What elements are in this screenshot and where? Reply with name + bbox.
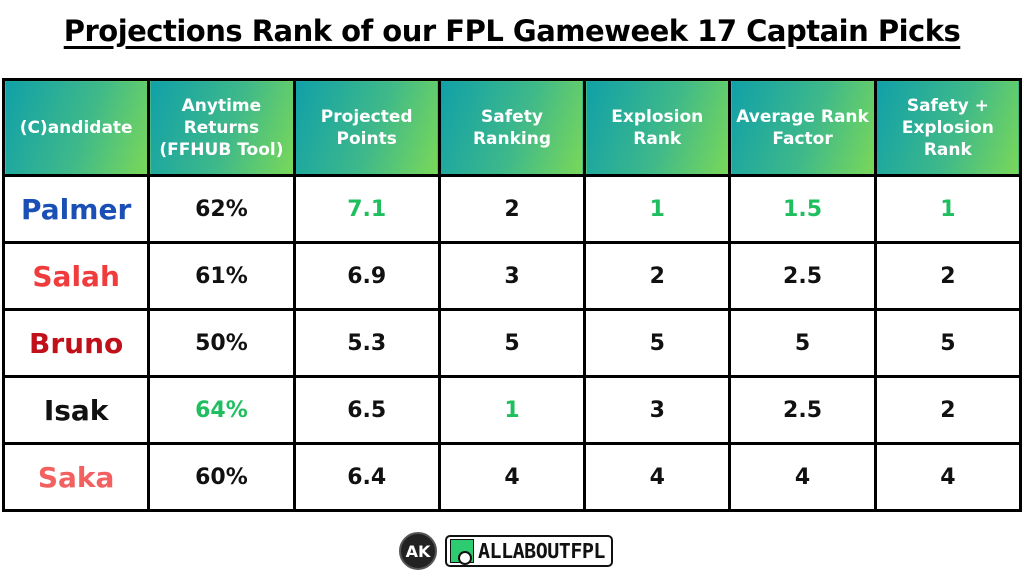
- table-header-row: (C)andidate Anytime Returns (FFHUB Tool)…: [1, 78, 1023, 177]
- explosion-rank-cell: 3: [583, 375, 732, 445]
- safety-ranking-cell: 3: [437, 241, 587, 311]
- explosion-rank-cell: 2: [583, 241, 732, 311]
- safety-explosion-rank-cell: 5: [873, 308, 1023, 378]
- header-candidate: (C)andidate: [1, 78, 151, 177]
- candidate-name-cell: Bruno: [1, 308, 151, 378]
- explosion-rank-cell: 5: [583, 308, 732, 378]
- projected-points-cell: 6.5: [292, 375, 441, 445]
- average-rank-factor-cell: 2.5: [728, 375, 877, 445]
- average-rank-factor-cell: 1.5: [728, 174, 877, 244]
- projected-points-cell: 6.9: [292, 241, 441, 311]
- safety-explosion-rank-cell: 2: [873, 375, 1023, 445]
- ak-logo-icon: AK: [399, 532, 437, 570]
- header-average-rank-factor: Average Rank Factor: [728, 78, 877, 177]
- anytime-returns-cell: 61%: [147, 241, 296, 311]
- average-rank-factor-cell: 2.5: [728, 241, 877, 311]
- table-row: Palmer 62% 7.1 2 1 1.5 1: [1, 174, 1023, 244]
- safety-ranking-cell: 5: [437, 308, 587, 378]
- safety-explosion-rank-cell: 1: [873, 174, 1023, 244]
- projected-points-cell: 6.4: [292, 442, 441, 512]
- allaboutfpl-logo: ALLABOUTFPL: [445, 535, 613, 567]
- candidate-name-cell: Palmer: [1, 174, 151, 244]
- table-row: Isak 64% 6.5 1 3 2.5 2: [1, 375, 1023, 445]
- candidate-name-cell: Isak: [1, 375, 151, 445]
- football-boot-icon: [450, 539, 474, 565]
- average-rank-factor-cell: 4: [728, 442, 877, 512]
- explosion-rank-cell: 1: [583, 174, 732, 244]
- average-rank-factor-cell: 5: [728, 308, 877, 378]
- safety-ranking-cell: 2: [437, 174, 587, 244]
- anytime-returns-cell: 60%: [147, 442, 296, 512]
- header-explosion-rank: Explosion Rank: [583, 78, 732, 177]
- anytime-returns-cell: 50%: [147, 308, 296, 378]
- header-safety-explosion-rank: Safety + Explosion Rank: [873, 78, 1023, 177]
- anytime-returns-cell: 62%: [147, 174, 296, 244]
- captain-picks-table: (C)andidate Anytime Returns (FFHUB Tool)…: [1, 78, 1023, 512]
- header-projected-points: Projected Points: [292, 78, 441, 177]
- anytime-returns-cell: 64%: [147, 375, 296, 445]
- candidate-name-cell: Salah: [1, 241, 151, 311]
- brand-text: ALLABOUTFPL: [478, 539, 605, 563]
- header-safety-ranking: Safety Ranking: [437, 78, 587, 177]
- safety-ranking-cell: 4: [437, 442, 587, 512]
- candidate-name-cell: Saka: [1, 442, 151, 512]
- table-row: Saka 60% 6.4 4 4 4 4: [1, 442, 1023, 512]
- header-anytime-returns: Anytime Returns (FFHUB Tool): [147, 78, 296, 177]
- safety-explosion-rank-cell: 2: [873, 241, 1023, 311]
- page-title: Projections Rank of our FPL Gameweek 17 …: [63, 14, 961, 48]
- footer-logos: AK ALLABOUTFPL: [399, 531, 613, 571]
- safety-ranking-cell: 1: [437, 375, 587, 445]
- safety-explosion-rank-cell: 4: [873, 442, 1023, 512]
- projected-points-cell: 7.1: [292, 174, 441, 244]
- table-row: Bruno 50% 5.3 5 5 5 5: [1, 308, 1023, 378]
- explosion-rank-cell: 4: [583, 442, 732, 512]
- table-row: Salah 61% 6.9 3 2 2.5 2: [1, 241, 1023, 311]
- projected-points-cell: 5.3: [292, 308, 441, 378]
